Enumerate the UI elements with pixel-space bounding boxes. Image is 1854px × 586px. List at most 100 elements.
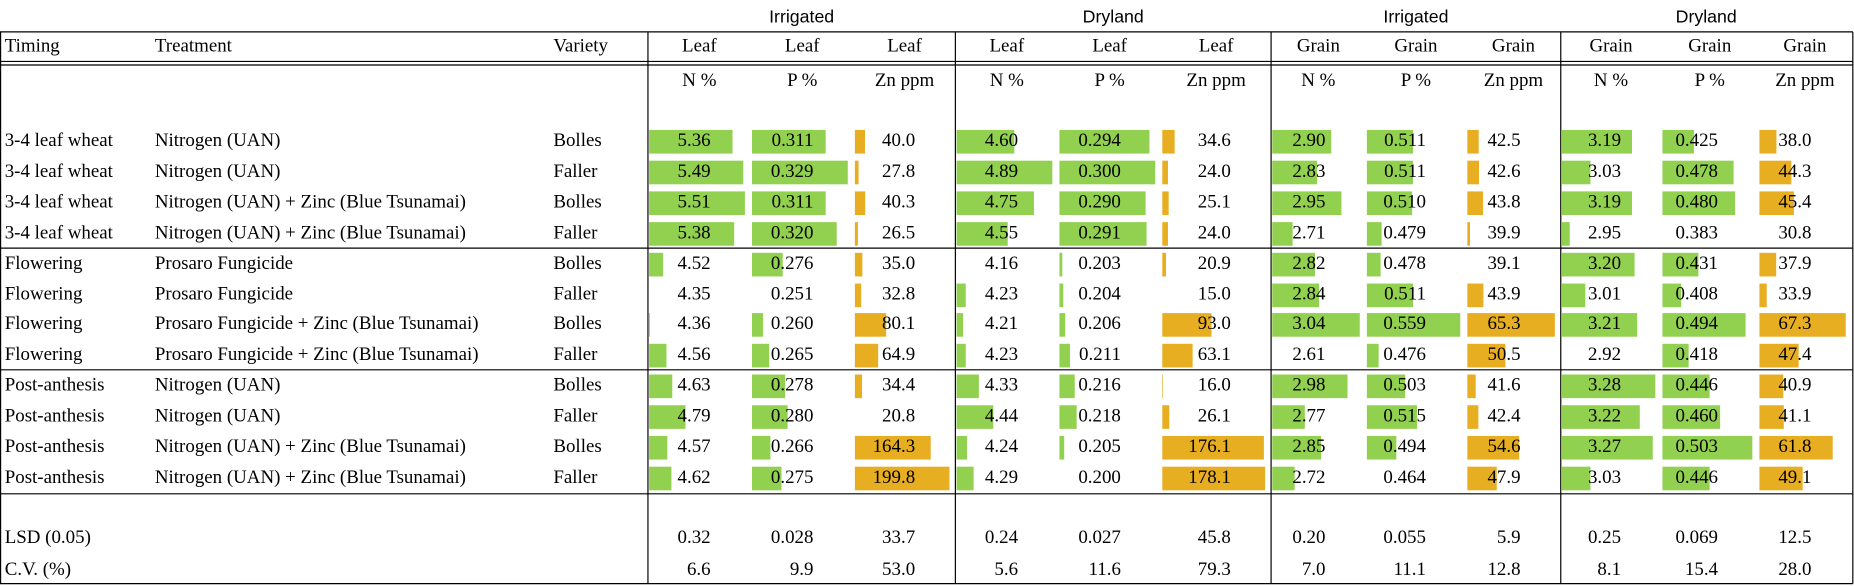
value-cell: 65.3: [1487, 313, 1520, 334]
data-bar: [649, 405, 686, 429]
data-bar: [854, 435, 931, 460]
data-bar: [649, 435, 668, 460]
data-bar: [1561, 129, 1633, 154]
data-bar: [956, 191, 1034, 216]
value-cell: 41.6: [1487, 375, 1520, 396]
data-bar: [1059, 405, 1077, 429]
treatment-cell: Prosaro Fungicide: [155, 253, 293, 274]
unit-header: P %: [787, 70, 818, 91]
value-cell: 0.464: [1383, 467, 1426, 488]
value-cell: 2.95: [1292, 192, 1325, 213]
data-bar: [1759, 191, 1794, 216]
value-cell: 2.90: [1292, 130, 1325, 151]
timing-cell: Flowering: [5, 284, 83, 305]
data-bar: [1759, 313, 1846, 337]
value-cell: 2.85: [1292, 436, 1325, 457]
value-cell: 0.265: [771, 344, 814, 365]
data-bar: [1272, 405, 1305, 429]
data-bar: [956, 160, 1053, 185]
value-cell: 0.311: [772, 192, 814, 213]
timing-cell: 3-4 leaf wheat: [5, 222, 114, 243]
data-bar: [1059, 435, 1065, 460]
variety-cell: Bolles: [553, 375, 601, 396]
value-cell: 34.6: [1198, 130, 1231, 151]
data-bar: [1366, 343, 1379, 368]
stat-cell: 53.0: [882, 559, 915, 580]
value-cell: 0.408: [1675, 284, 1718, 305]
stat-cell: 7.0: [1302, 559, 1326, 580]
value-cell: 0.211: [1079, 344, 1121, 365]
data-bar: [1662, 160, 1734, 185]
data-bar: [1272, 160, 1318, 185]
value-cell: 0.511: [1384, 284, 1426, 305]
data-bar: [1759, 160, 1792, 185]
stat-cell: 28.0: [1778, 559, 1811, 580]
timing-cell: Flowering: [5, 253, 83, 274]
treatment-cell: Nitrogen (UAN) + Zinc (Blue Tsunamai): [155, 222, 466, 243]
value-cell: 20.9: [1198, 253, 1231, 274]
data-bar: [1467, 129, 1479, 154]
data-bar: [1272, 129, 1332, 154]
data-bar: [956, 374, 979, 399]
value-cell: 0.494: [1383, 436, 1426, 457]
data-bar: [1467, 191, 1484, 216]
data-bar: [1561, 374, 1656, 399]
data-bar: [649, 191, 745, 216]
value-cell: 0.418: [1675, 344, 1718, 365]
data-bar: [1366, 313, 1461, 337]
column-header: Grain: [1783, 36, 1827, 57]
timing-cell: Flowering: [5, 313, 83, 334]
value-cell: 3.22: [1588, 405, 1621, 426]
column-header: Grain: [1492, 36, 1536, 57]
group-header: Dryland: [1676, 6, 1737, 26]
value-cell: 0.291: [1078, 222, 1121, 243]
timing-cell: Post-anthesis: [5, 405, 105, 426]
stat-cell: 11.1: [1394, 559, 1426, 580]
data-bar: [854, 374, 863, 399]
value-cell: 4.24: [985, 436, 1019, 457]
value-cell: 5.49: [678, 161, 711, 182]
value-cell: 0.515: [1383, 405, 1426, 426]
data-bar: [1561, 283, 1586, 308]
column-header: Grain: [1589, 36, 1633, 57]
value-cell: 0.205: [1078, 436, 1121, 457]
data-bar: [854, 222, 858, 246]
value-cell: 42.6: [1487, 161, 1520, 182]
data-bar: [752, 466, 782, 491]
data-bar: [1059, 343, 1070, 368]
data-bar: [752, 374, 786, 399]
stat-cell: 5.6: [994, 559, 1018, 580]
data-bar: [1272, 191, 1342, 216]
column-header: Leaf: [682, 36, 717, 57]
stat-cell: 0.20: [1292, 527, 1325, 548]
data-bar: [649, 222, 735, 246]
value-cell: 0.300: [1078, 161, 1121, 182]
value-cell: 42.5: [1487, 130, 1520, 151]
value-cell: 5.38: [678, 222, 711, 243]
value-cell: 0.478: [1383, 253, 1426, 274]
unit-header: N %: [990, 70, 1024, 91]
data-bar: [1059, 252, 1063, 277]
data-bar: [1162, 222, 1168, 246]
stat-cell: 45.8: [1198, 527, 1231, 548]
data-bar: [1366, 252, 1381, 277]
stat-cell: 6.6: [687, 559, 711, 580]
variety-cell: Bolles: [553, 436, 601, 457]
value-cell: 3.19: [1588, 192, 1621, 213]
value-cell: 0.200: [1078, 467, 1121, 488]
group-header: Irrigated: [769, 6, 834, 26]
data-bar: [752, 313, 764, 337]
treatment-cell: Nitrogen (UAN): [155, 161, 281, 182]
value-cell: 25.1: [1198, 192, 1231, 213]
unit-header: Zn ppm: [875, 70, 935, 91]
variety-cell: Faller: [553, 284, 598, 305]
value-cell: 0.294: [1078, 130, 1121, 151]
data-bar: [1561, 435, 1653, 460]
data-bar: [956, 129, 1015, 154]
value-cell: 0.216: [1078, 375, 1121, 396]
data-bar: [649, 374, 673, 399]
data-bar: [956, 313, 964, 337]
data-bar: [1467, 466, 1497, 491]
